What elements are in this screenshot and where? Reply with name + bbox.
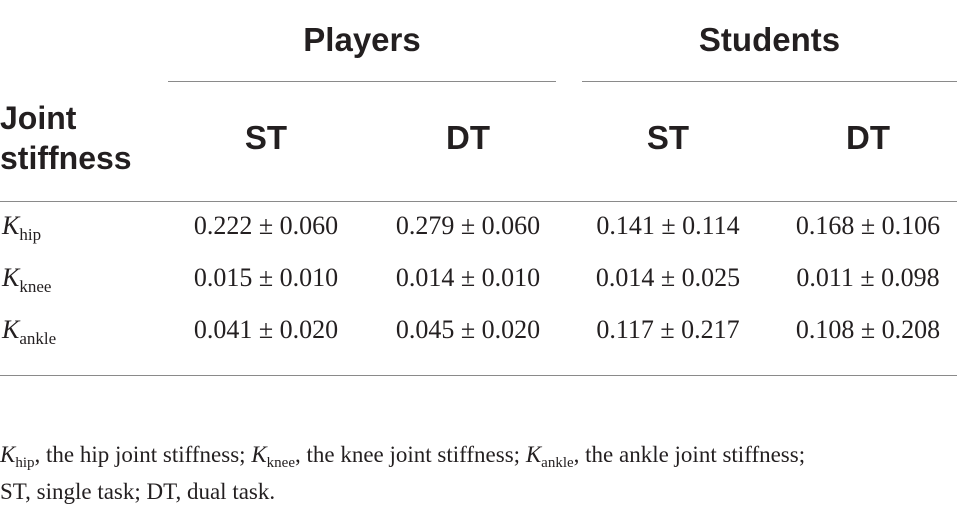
footnote-line-1: Khip, the hip joint stiffness; Kknee, th…: [0, 442, 806, 471]
group-rule-students: [582, 81, 957, 82]
table-cell: 0.015 ± 0.010: [193, 263, 339, 292]
row-label-knee: Kknee: [2, 263, 52, 296]
column-header-students-dt: DT: [846, 119, 890, 156]
table-cell: 0.011 ± 0.098: [796, 263, 940, 292]
column-header-students-st: ST: [646, 119, 690, 156]
table-cell: 0.141 ± 0.114: [596, 211, 740, 240]
table-cell: 0.222 ± 0.060: [193, 211, 339, 240]
bottom-rule: [0, 375, 957, 376]
header-rule: [0, 201, 957, 202]
table-footnote: Khip, the hip joint stiffness; Kknee, th…: [0, 438, 955, 508]
row-header-label: Joint stiffness: [0, 100, 132, 176]
table-cell: 0.168 ± 0.106: [795, 211, 941, 240]
row-label-hip: Khip: [2, 211, 42, 244]
table-cell: 0.117 ± 0.217: [596, 315, 740, 344]
table-cell: 0.108 ± 0.208: [795, 315, 941, 344]
column-header-players-dt: DT: [446, 119, 490, 156]
row-label-ankle: Kankle: [2, 315, 57, 348]
group-rule-players: [168, 81, 556, 82]
table-cell: 0.014 ± 0.025: [595, 263, 741, 292]
column-header-players-st: ST: [244, 119, 288, 156]
group-header-players: Players: [303, 21, 421, 58]
table-cell: 0.014 ± 0.010: [395, 263, 541, 292]
table-cell: 0.041 ± 0.020: [193, 315, 339, 344]
table-cell: 0.045 ± 0.020: [395, 315, 541, 344]
footnote-line-2: ST, single task; DT, dual task.: [0, 479, 276, 504]
table-cell: 0.279 ± 0.060: [395, 211, 541, 240]
group-header-students: Students: [698, 21, 841, 58]
